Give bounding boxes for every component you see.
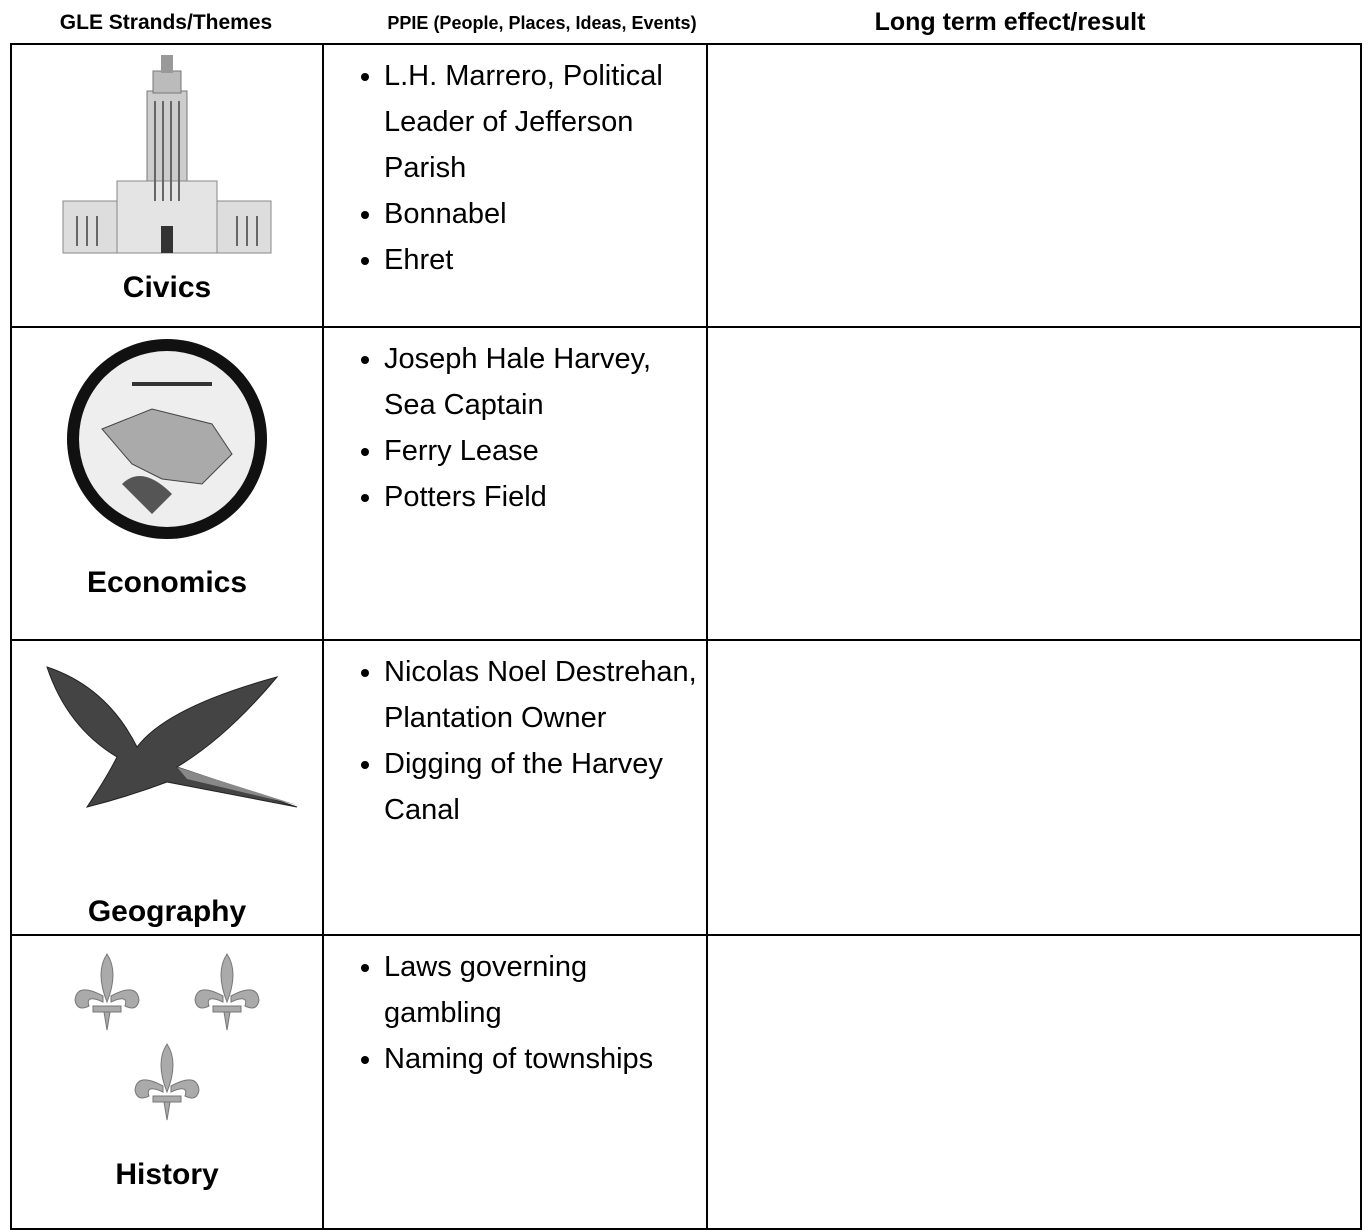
effect-cell bbox=[706, 43, 1362, 328]
theme-icon bbox=[67, 339, 267, 539]
column-header: Long term effect/result bbox=[874, 8, 1146, 36]
ppie-cell: Laws governing gamblingNaming of townshi… bbox=[322, 934, 708, 1230]
bullet-item: Nicolas Noel Destrehan, Plantation Owner bbox=[384, 649, 702, 741]
theme-cell: Economics bbox=[10, 326, 324, 641]
theme-icon bbox=[74, 953, 260, 1121]
table-row: Geography Nicolas Noel Destrehan, Plantat… bbox=[10, 639, 1362, 936]
effect-cell bbox=[706, 326, 1362, 641]
table-row: Civics L.H. Marrero, Political Leader of … bbox=[10, 43, 1362, 328]
column-header: PPIE (People, Places, Ideas, Events) bbox=[387, 13, 697, 33]
bullet-item: Potters Field bbox=[384, 474, 702, 520]
theme-cell: Civics bbox=[10, 43, 324, 328]
theme-cell: Geography bbox=[10, 639, 324, 936]
cell-content: Geography bbox=[12, 647, 322, 934]
bullet-list: Joseph Hale Harvey, Sea CaptainFerry Lea… bbox=[324, 336, 706, 520]
theme-label: Civics bbox=[122, 271, 212, 304]
effect-cell bbox=[706, 639, 1362, 936]
bullet-list: Laws governing gamblingNaming of townshi… bbox=[324, 944, 706, 1082]
page: {"header": {"columns": ["GLE Strands/The… bbox=[0, 0, 1368, 1198]
effect-cell bbox=[706, 934, 1362, 1230]
theme-icon bbox=[46, 666, 298, 808]
theme-table: Civics L.H. Marrero, Political Leader of … bbox=[10, 43, 1362, 1230]
theme-cell: History bbox=[10, 934, 324, 1230]
bullet-item: Naming of townships bbox=[384, 1036, 702, 1082]
bullet-item: Joseph Hale Harvey, Sea Captain bbox=[384, 336, 702, 428]
cell-content: Civics bbox=[12, 51, 322, 326]
column-header: GLE Strands/Themes bbox=[59, 11, 273, 34]
theme-label: Geography bbox=[87, 895, 247, 928]
ppie-cell: Joseph Hale Harvey, Sea CaptainFerry Lea… bbox=[322, 326, 708, 641]
ppie-cell: Nicolas Noel Destrehan, Plantation Owner… bbox=[322, 639, 708, 936]
theme-label: Economics bbox=[86, 566, 248, 599]
bullet-item: Digging of the Harvey Canal bbox=[384, 741, 702, 833]
cell-content: Economics bbox=[12, 334, 322, 639]
bullet-list: Nicolas Noel Destrehan, Plantation Owner… bbox=[324, 649, 706, 833]
bullet-item: Bonnabel bbox=[384, 191, 702, 237]
theme-icon bbox=[62, 55, 272, 254]
table-row: History Laws governing gamblingNaming of … bbox=[10, 934, 1362, 1230]
bullet-item: Ehret bbox=[384, 237, 702, 283]
cell-content: History bbox=[12, 942, 322, 1228]
ppie-cell: L.H. Marrero, Political Leader of Jeffer… bbox=[322, 43, 708, 328]
table-row: Economics Joseph Hale Harvey, Sea Captain… bbox=[10, 326, 1362, 641]
bullet-item: Ferry Lease bbox=[384, 428, 702, 474]
bullet-item: L.H. Marrero, Political Leader of Jeffer… bbox=[384, 53, 702, 191]
bullet-list: L.H. Marrero, Political Leader of Jeffer… bbox=[324, 53, 706, 283]
theme-label: History bbox=[115, 1158, 219, 1191]
bullet-item: Laws governing gambling bbox=[384, 944, 702, 1036]
